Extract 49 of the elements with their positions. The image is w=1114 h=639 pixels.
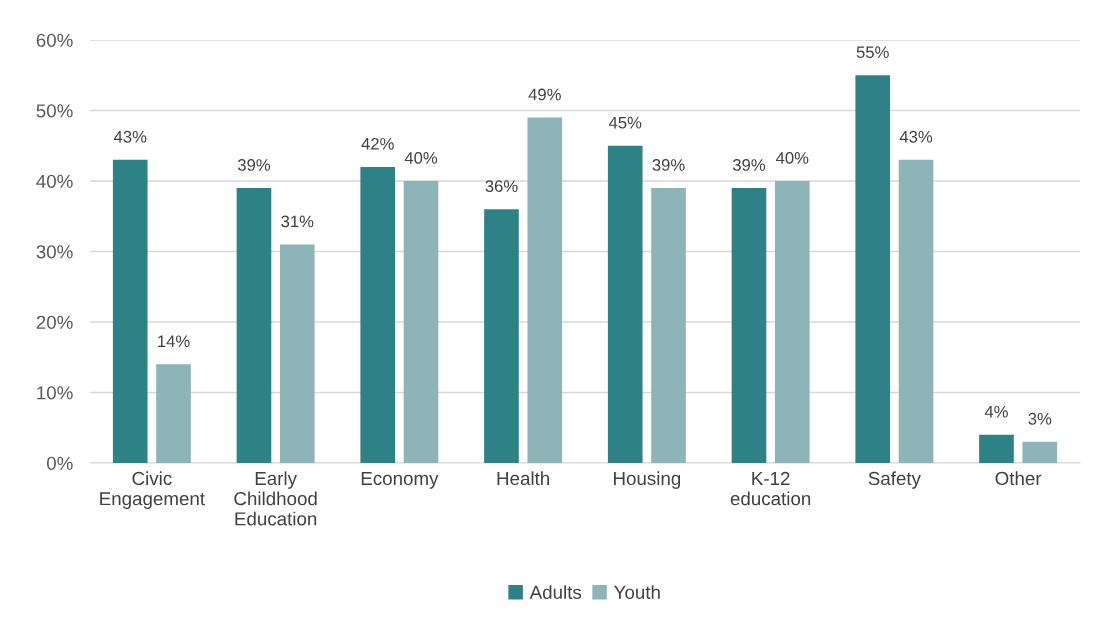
- bar: [1022, 441, 1058, 463]
- data-label: 14%: [158, 335, 190, 348]
- y-tick-label: 40%: [36, 174, 73, 188]
- y-tick-label: 50%: [36, 104, 73, 118]
- y-tick-label: 20%: [36, 315, 73, 329]
- data-label: 55%: [856, 46, 889, 59]
- data-label: 45%: [608, 116, 642, 129]
- bar: [279, 244, 315, 463]
- bar: [774, 181, 810, 463]
- bar: [731, 188, 767, 463]
- bar: [607, 145, 643, 463]
- x-tick-label: Early Childhood Education: [234, 471, 317, 526]
- x-tick-label: Health: [497, 471, 550, 486]
- data-label: 39%: [732, 159, 766, 171]
- data-label: 49%: [528, 88, 561, 101]
- bar: [898, 159, 934, 463]
- bar: [651, 188, 686, 463]
- y-tick-label: 10%: [37, 386, 73, 400]
- data-label: 40%: [404, 152, 438, 164]
- bar: [112, 159, 148, 463]
- data-label: 36%: [485, 180, 518, 193]
- bar: [527, 117, 563, 463]
- data-label: 31%: [281, 215, 314, 228]
- data-label: 39%: [237, 159, 271, 171]
- x-tick-label: K-12 education: [730, 471, 811, 506]
- bar: [236, 188, 272, 463]
- data-label: 40%: [775, 152, 809, 164]
- bar: [360, 166, 396, 463]
- x-tick-label: Safety: [868, 471, 921, 489]
- data-label: 3%: [1028, 412, 1052, 425]
- y-tick-label: 30%: [36, 245, 73, 259]
- bar: [156, 364, 191, 463]
- data-label: 42%: [361, 137, 394, 150]
- legend-label: Adults: [529, 585, 582, 599]
- data-label: 39%: [652, 159, 685, 171]
- x-tick-label: Economy: [361, 472, 439, 489]
- y-tick-label: 60%: [36, 33, 73, 47]
- x-tick-label: Civic Engagement: [100, 471, 205, 510]
- data-label: 4%: [984, 405, 1008, 418]
- data-label: 43%: [899, 130, 933, 143]
- data-label: 43%: [113, 130, 147, 143]
- bar: [979, 434, 1014, 463]
- bar: [403, 181, 439, 463]
- legend-label: Youth: [614, 585, 660, 599]
- bar: [484, 209, 519, 463]
- bar: [855, 75, 891, 463]
- y-tick-label: 0%: [46, 456, 73, 470]
- x-tick-label: Housing: [614, 471, 681, 489]
- x-tick-label: Other: [995, 471, 1042, 486]
